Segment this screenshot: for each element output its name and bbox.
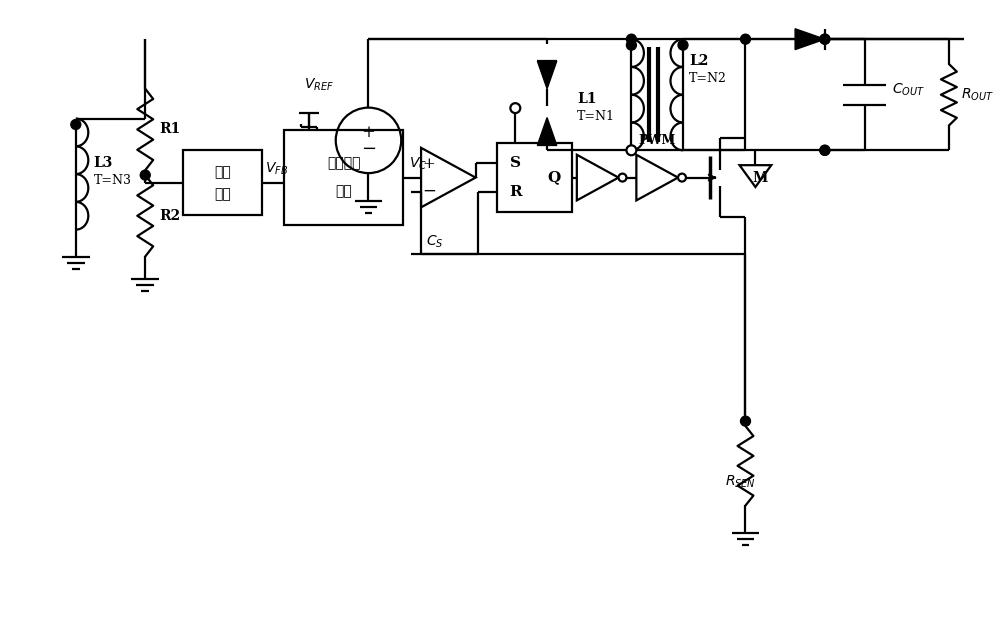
Circle shape: [140, 170, 150, 180]
Circle shape: [820, 145, 830, 155]
Text: T=N2: T=N2: [689, 72, 727, 85]
Circle shape: [678, 40, 688, 50]
Text: L1: L1: [577, 92, 596, 106]
Text: $V_{REF}$: $V_{REF}$: [304, 76, 334, 93]
Text: $R_{SEN}$: $R_{SEN}$: [725, 474, 756, 490]
Circle shape: [741, 416, 750, 426]
Text: $V_C$: $V_C$: [409, 155, 427, 172]
Circle shape: [741, 34, 750, 44]
Text: +: +: [423, 157, 435, 171]
Circle shape: [336, 108, 401, 173]
Text: S: S: [510, 155, 521, 170]
Polygon shape: [537, 61, 557, 89]
Text: T=N3: T=N3: [94, 174, 132, 187]
Text: Q: Q: [547, 171, 561, 184]
Text: 保持: 保持: [214, 187, 231, 201]
Text: PWM: PWM: [639, 134, 676, 147]
Text: R2: R2: [159, 209, 180, 223]
Circle shape: [820, 34, 830, 44]
Text: $C_S$: $C_S$: [426, 233, 444, 250]
Text: 反馈补偿: 反馈补偿: [327, 157, 360, 171]
Text: L3: L3: [94, 156, 113, 170]
Circle shape: [626, 34, 636, 44]
Circle shape: [626, 40, 636, 50]
Text: $V_{FB}$: $V_{FB}$: [265, 160, 288, 177]
Text: L2: L2: [689, 54, 708, 68]
Circle shape: [619, 174, 626, 182]
Text: M: M: [752, 171, 768, 184]
Polygon shape: [795, 29, 825, 50]
Text: 采样: 采样: [214, 166, 231, 179]
Text: T=N1: T=N1: [577, 110, 615, 123]
Text: $R_{OUT}$: $R_{OUT}$: [961, 87, 994, 103]
Text: −: −: [361, 140, 376, 158]
Text: R: R: [509, 186, 522, 199]
Text: 电路: 电路: [335, 184, 352, 199]
Circle shape: [820, 34, 830, 44]
Text: −: −: [422, 183, 436, 200]
Polygon shape: [537, 117, 557, 145]
Text: $C_{OUT}$: $C_{OUT}$: [892, 82, 925, 98]
Circle shape: [626, 145, 636, 155]
Text: R1: R1: [159, 122, 180, 137]
Circle shape: [510, 103, 520, 113]
Circle shape: [820, 145, 830, 155]
Circle shape: [678, 174, 686, 182]
Circle shape: [71, 120, 81, 129]
Text: +: +: [362, 124, 375, 141]
